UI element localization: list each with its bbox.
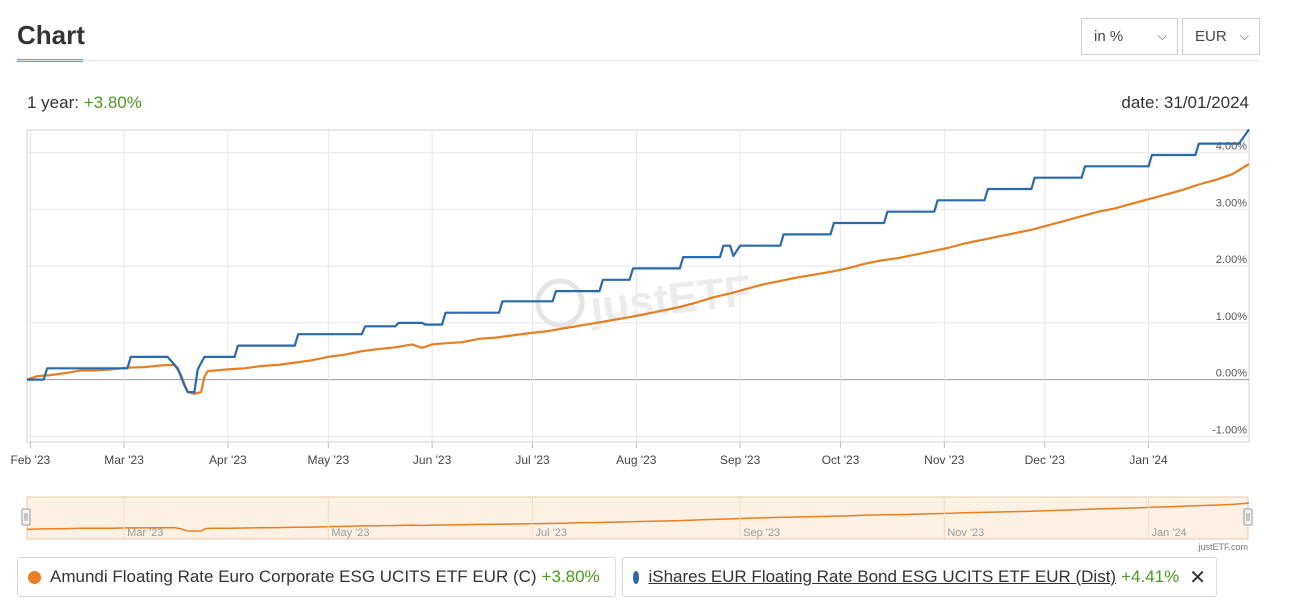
date-label: date: 31/01/2024 bbox=[1121, 93, 1249, 112]
navigator-tick-label: May '23 bbox=[331, 527, 369, 539]
navigator-right-handle[interactable] bbox=[1243, 508, 1253, 526]
navigator-tick-label: Nov '23 bbox=[947, 527, 984, 539]
navigator-tick-label: Sep '23 bbox=[743, 527, 780, 539]
navigator-tick-label: Mar '23 bbox=[127, 527, 163, 539]
heading-divider bbox=[17, 60, 1260, 61]
y-tick-label: -1.00% bbox=[1212, 424, 1247, 436]
unit-select-value: in % bbox=[1094, 28, 1124, 45]
period-label: 1 year: bbox=[27, 93, 79, 112]
currency-select[interactable]: EUR ⌵ bbox=[1182, 18, 1260, 55]
navigator-left-handle[interactable] bbox=[21, 508, 31, 526]
chart-heading: Chart bbox=[17, 20, 85, 50]
legend-series-name: Amundi Floating Rate Euro Corporate ESG … bbox=[50, 567, 537, 586]
x-tick-label: Jan '24 bbox=[1129, 453, 1168, 467]
series-dot-icon bbox=[633, 570, 640, 584]
watermark-logo-icon bbox=[535, 278, 585, 328]
x-tick-label: Sep '23 bbox=[720, 453, 761, 467]
chevron-down-icon: ⌵ bbox=[1239, 29, 1249, 43]
legend-item-amundi[interactable]: Amundi Floating Rate Euro Corporate ESG … bbox=[17, 557, 616, 597]
navigator-tick-label: Jul '23 bbox=[536, 527, 567, 539]
series-dot-icon bbox=[28, 570, 41, 584]
navigator-band bbox=[26, 496, 1249, 540]
series-line-ishares bbox=[27, 128, 1250, 394]
y-axis: -1.00% 0.00% 1.00% 2.00% 3.00% 4.00% bbox=[1212, 141, 1247, 437]
x-tick-label: Dec '23 bbox=[1025, 453, 1066, 467]
x-tick-label: May '23 bbox=[307, 453, 349, 467]
series-lines bbox=[26, 128, 1250, 395]
range-navigator[interactable]: Mar '23 May '23 Jul '23 Sep '23 Nov '23 Jan '… bbox=[21, 496, 1253, 540]
x-tick-label: Jun '23 bbox=[413, 453, 452, 467]
x-tick-label: Apr '23 bbox=[209, 453, 247, 467]
watermark-text: justETF bbox=[587, 266, 754, 332]
x-tick-label: Feb '23 bbox=[11, 453, 51, 467]
x-tick-label: Jul '23 bbox=[515, 453, 550, 467]
y-tick-label: 0.00% bbox=[1216, 368, 1247, 380]
x-tick-label: Aug '23 bbox=[616, 453, 657, 467]
watermark: justETF bbox=[535, 266, 754, 332]
y-tick-label: 3.00% bbox=[1216, 197, 1247, 209]
navigator-labels: Mar '23 May '23 Jul '23 Sep '23 Nov '23 Jan '… bbox=[123, 497, 1187, 539]
period-value: +3.80% bbox=[83, 93, 142, 112]
currency-select-value: EUR bbox=[1195, 28, 1227, 45]
navigator-tick-label: Jan '24 bbox=[1152, 527, 1187, 539]
y-tick-label: 4.00% bbox=[1216, 141, 1247, 153]
x-axis: Feb '23 Mar '23 Apr '23 May '23 Jun '23 Jul '… bbox=[11, 442, 1168, 467]
close-icon[interactable]: ✕ bbox=[1189, 566, 1206, 589]
legend-series-value: +3.80% bbox=[541, 567, 600, 586]
legend-series-value: +4.41% bbox=[1121, 567, 1180, 586]
legend-series-link[interactable]: iShares EUR Floating Rate Bond ESG UCITS… bbox=[648, 567, 1117, 586]
source-credit: justETF.com bbox=[1197, 542, 1248, 552]
grid-lines bbox=[27, 130, 1249, 442]
x-tick-label: Mar '23 bbox=[104, 453, 144, 467]
period-performance: 1 year: +3.80% bbox=[27, 93, 142, 113]
unit-select[interactable]: in % ⌵ bbox=[1081, 18, 1178, 55]
chevron-down-icon: ⌵ bbox=[1157, 29, 1167, 43]
y-tick-label: 1.00% bbox=[1216, 311, 1247, 323]
legend-item-ishares[interactable]: iShares EUR Floating Rate Bond ESG UCITS… bbox=[622, 557, 1217, 597]
x-tick-label: Oct '23 bbox=[822, 453, 860, 467]
navigator-series-line bbox=[26, 502, 1250, 532]
y-tick-label: 2.00% bbox=[1216, 254, 1247, 266]
plot-frame bbox=[26, 129, 1250, 443]
x-tick-label: Nov '23 bbox=[924, 453, 965, 467]
